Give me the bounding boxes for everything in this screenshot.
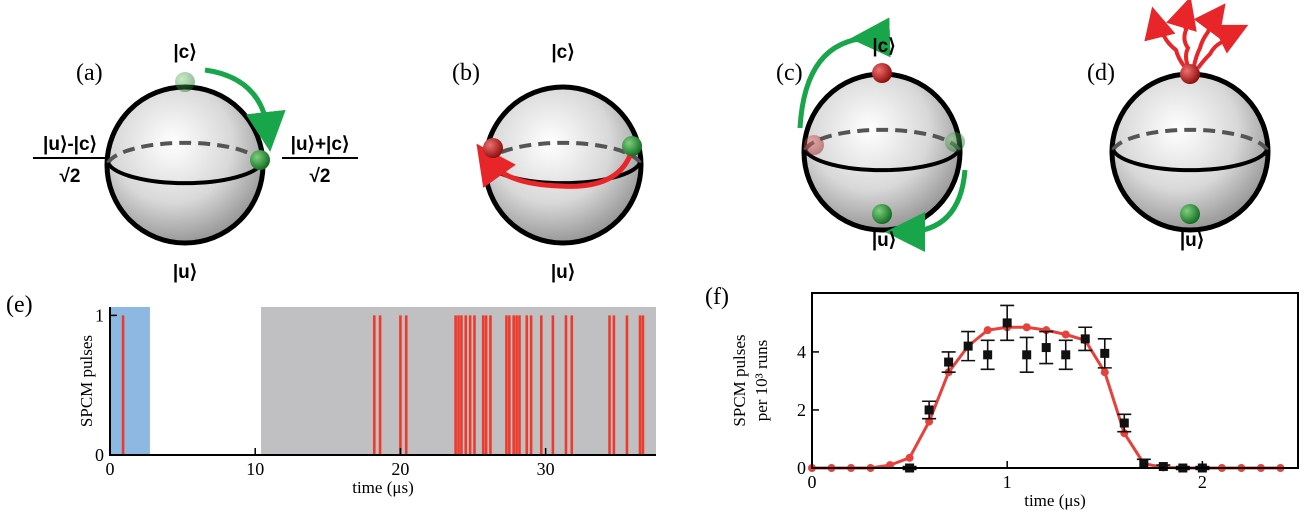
state-label: |u⟩ — [173, 262, 197, 283]
y-axis-label: per 10³ runs — [752, 340, 771, 422]
y-axis-label: SPCM pulses — [77, 335, 96, 427]
x-axis-label: time (μs) — [1024, 491, 1086, 510]
model-point — [925, 417, 934, 426]
state-label: √2 — [310, 166, 331, 187]
state-label: √2 — [60, 166, 81, 187]
state-dot — [945, 132, 965, 152]
model-point — [1022, 323, 1031, 332]
bloch-sphere — [485, 87, 641, 243]
data-point — [1002, 318, 1012, 328]
data-point — [983, 350, 993, 360]
panel-label: (b) — [452, 60, 480, 86]
emission-arrows — [1144, 0, 1249, 70]
state-label: |u⟩-|c⟩ — [43, 134, 97, 155]
x-tick-label: 20 — [391, 459, 409, 479]
y-tick-label: 1 — [95, 305, 104, 325]
model-point — [905, 453, 914, 462]
y-tick-label: 0 — [797, 458, 806, 478]
state-label: |u⟩ — [1180, 230, 1204, 251]
x-tick-label: 0 — [106, 459, 115, 479]
rotation-arrow — [797, 17, 891, 129]
state-dot — [175, 72, 195, 92]
panel-label: (c) — [776, 60, 803, 86]
state-dot — [1180, 64, 1200, 84]
panel-label: (e) — [6, 292, 33, 318]
data-point — [1061, 350, 1071, 360]
model-point — [1061, 330, 1070, 339]
y-tick-label: 0 — [95, 445, 104, 465]
panel-label: (f) — [705, 284, 729, 310]
state-label: |c⟩ — [551, 42, 574, 63]
data-point — [1041, 343, 1051, 353]
rotation-arrow — [476, 143, 635, 189]
x-tick-label: 30 — [537, 459, 555, 479]
state-label: |c⟩ — [173, 42, 196, 63]
rotation-arrow — [204, 67, 286, 152]
state-dot — [250, 150, 270, 170]
x-tick-label: 10 — [246, 459, 264, 479]
state-dot — [804, 135, 824, 155]
state-dot — [1180, 204, 1200, 224]
panel-label: (a) — [76, 60, 103, 86]
data-point — [1022, 350, 1032, 360]
data-point — [1139, 459, 1149, 469]
shaded-span — [110, 307, 150, 455]
y-tick-label: 2 — [797, 400, 806, 420]
panel-label: (d) — [1087, 60, 1115, 86]
data-point — [1080, 334, 1090, 344]
state-label: |u⟩ — [872, 230, 896, 251]
data-point — [1100, 348, 1110, 358]
x-axis-label: time (μs) — [352, 478, 414, 497]
state-label: |u⟩ — [551, 262, 575, 283]
x-tick-label: 1 — [1003, 472, 1012, 492]
state-label: |c⟩ — [872, 36, 895, 57]
bloch-sphere — [107, 87, 263, 243]
state-label: |u⟩+|c⟩ — [291, 134, 350, 155]
state-dot — [622, 136, 642, 156]
y-tick-label: 4 — [797, 342, 806, 362]
x-tick-label: 0 — [808, 472, 817, 492]
data-point — [1119, 418, 1129, 428]
model-point — [983, 326, 992, 335]
x-tick-label: 2 — [1198, 472, 1207, 492]
data-point — [944, 357, 954, 367]
y-axis-label: SPCM pulses — [730, 334, 749, 426]
data-point — [963, 341, 973, 351]
data-point — [1158, 462, 1168, 472]
state-dot — [483, 138, 503, 158]
state-dot — [872, 63, 892, 83]
data-point — [924, 405, 934, 415]
rotation-arrow — [885, 169, 968, 252]
model-point — [1100, 368, 1109, 377]
plot-frame — [811, 292, 1299, 469]
state-dot — [872, 204, 892, 224]
